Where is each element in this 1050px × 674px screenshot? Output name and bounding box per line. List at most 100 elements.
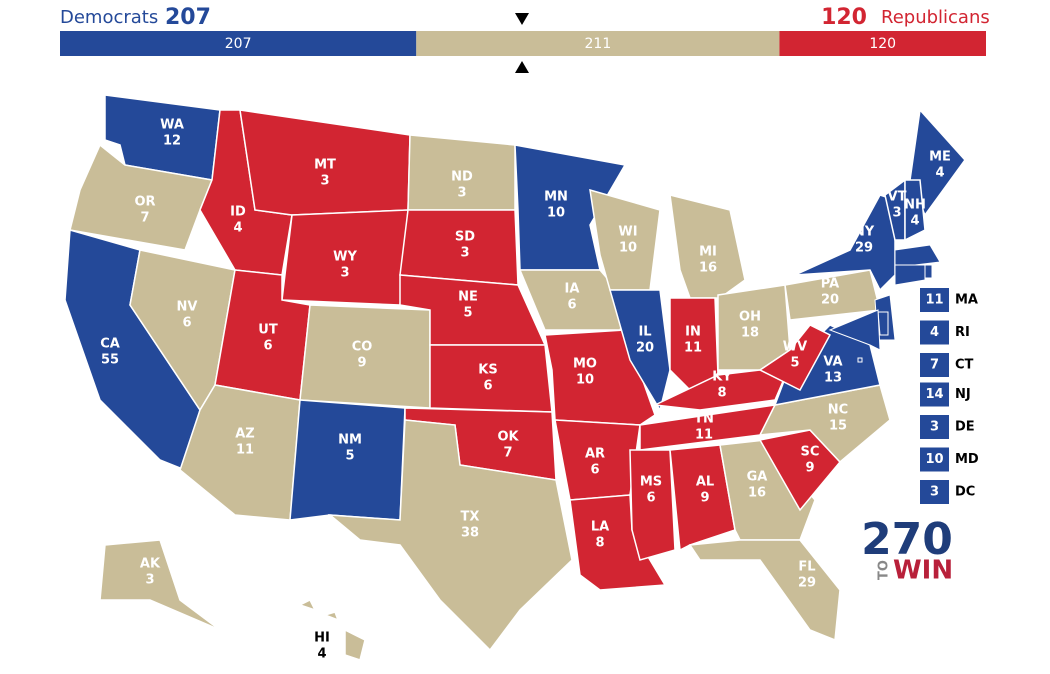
state-ev: 16 (699, 261, 717, 276)
rep-label: Republicans (881, 7, 990, 28)
state-ev: 9 (700, 491, 709, 506)
state-ev: 8 (595, 536, 604, 551)
small-state-box (920, 447, 949, 472)
state-shape (894, 244, 941, 266)
state-ev: 11 (695, 428, 713, 443)
state-abbr: TX (461, 510, 480, 525)
small-state-box (920, 320, 949, 345)
state-shape (609, 289, 671, 412)
logo-win: WIN (893, 556, 953, 586)
state-abbr: MT (314, 158, 336, 173)
small-state-ev: 10 (925, 452, 943, 467)
state-shape (322, 611, 340, 622)
labels: WA12OR7CA55NV6ID4MT3WY3UT6AZ11CO9NM5ND3S… (100, 118, 979, 662)
state-shape (344, 628, 366, 661)
state-shape (99, 539, 221, 631)
state-ev: 15 (829, 419, 847, 434)
state-abbr: VT (888, 190, 907, 205)
state-ev: 6 (567, 298, 576, 313)
state-abbr: AR (585, 447, 605, 462)
state-abbr: HI (314, 631, 330, 646)
state-abbr: NE (458, 290, 478, 305)
state-shape (894, 264, 926, 286)
state-shape (924, 264, 933, 279)
state-ev: 7 (503, 446, 512, 461)
state-ev: 6 (483, 379, 492, 394)
bar-segment (60, 31, 417, 56)
state-ev: 3 (340, 266, 349, 281)
state-abbr: CO (352, 340, 373, 355)
state-abbr: WV (783, 340, 807, 355)
state-ev: 9 (805, 461, 814, 476)
state-ev: 3 (460, 246, 469, 261)
state-abbr: OH (739, 310, 761, 325)
small-state-box (920, 288, 949, 312)
state-abbr: IA (565, 282, 580, 297)
small-state-ev: 14 (925, 387, 943, 402)
state-shape (904, 179, 926, 242)
state-ev: 10 (619, 241, 637, 256)
small-state-ev: 3 (930, 420, 939, 435)
state-abbr: PA (821, 277, 839, 292)
state-ev: 4 (317, 647, 326, 662)
small-state-ev: 11 (925, 293, 943, 308)
state-shape (669, 444, 736, 552)
state-abbr: VA (823, 355, 842, 370)
state-ev: 7 (140, 211, 149, 226)
state-ev: 6 (182, 316, 191, 331)
state-shape (569, 494, 667, 591)
state-abbr: OR (134, 195, 155, 210)
bar-value: 120 (869, 36, 896, 52)
state-abbr: KS (478, 363, 497, 378)
state-abbr: GA (747, 470, 768, 485)
state-ev: 29 (855, 241, 873, 256)
state-ev: 4 (910, 214, 919, 229)
small-state-box (920, 382, 949, 407)
state-ev: 10 (547, 206, 565, 221)
state-ev: 3 (145, 573, 154, 588)
state-ev: 18 (741, 326, 759, 341)
small-state-abbr: DE (955, 420, 975, 435)
state-abbr: OK (497, 430, 519, 445)
state-shape (828, 309, 881, 351)
small-state-box (920, 480, 949, 504)
state-ev: 3 (320, 174, 329, 189)
state-abbr: MS (640, 475, 662, 490)
small-state-abbr: MA (955, 293, 978, 308)
state-abbr: IN (685, 325, 701, 340)
state-ev: 10 (576, 373, 594, 388)
state-shape (69, 143, 214, 251)
state-ev: 11 (684, 341, 702, 356)
bar-segment (779, 31, 986, 56)
state-abbr: ND (451, 170, 473, 185)
state-abbr: MI (699, 245, 717, 260)
state-ev: 55 (101, 353, 119, 368)
state-abbr: NY (854, 225, 875, 240)
state-abbr: CA (100, 337, 120, 352)
state-shape (909, 108, 966, 217)
marker-down (515, 13, 529, 25)
state-ev: 11 (236, 443, 254, 458)
state-abbr: WA (160, 118, 184, 133)
state-abbr: NH (904, 198, 926, 213)
state-ev: 5 (790, 356, 799, 371)
state-abbr: FL (798, 560, 815, 575)
small-state-abbr: MD (955, 452, 979, 467)
state-abbr: ME (929, 150, 951, 165)
state-ev: 9 (357, 356, 366, 371)
state-ev: 20 (821, 293, 839, 308)
small-state-ev: 3 (930, 485, 939, 500)
state-ev: 5 (345, 449, 354, 464)
logo: 270 TO WIN (861, 514, 953, 586)
state-abbr: AZ (235, 427, 255, 442)
small-state-box (920, 415, 949, 439)
state-ev: 3 (457, 186, 466, 201)
state-shape (629, 449, 676, 561)
state-shape (688, 539, 841, 642)
state-shape (327, 419, 573, 652)
state-abbr: MO (573, 357, 597, 372)
state-abbr: UT (258, 323, 278, 338)
state-abbr: ID (230, 205, 246, 220)
state-shape (298, 598, 317, 612)
